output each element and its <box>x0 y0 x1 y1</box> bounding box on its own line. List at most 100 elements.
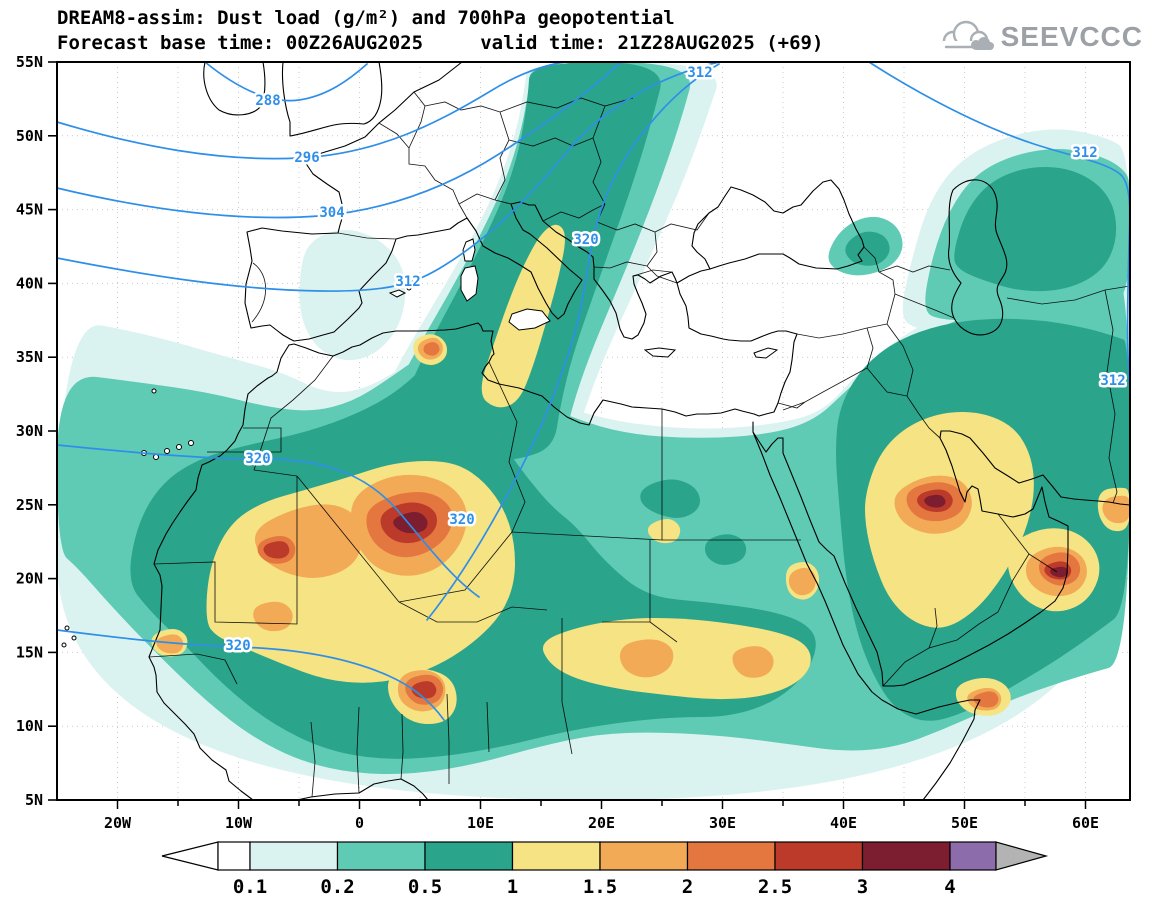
dust-contour-region <box>705 534 747 565</box>
seevccc-cloud-logo-icon <box>942 20 994 53</box>
dust-contour-region <box>411 681 437 699</box>
country-borders <box>148 91 1131 798</box>
geopotential-contours <box>204 61 368 102</box>
geopotential-label: 312 <box>687 65 712 81</box>
dust-contour-region <box>954 167 1117 292</box>
colorbar-label: 2 <box>682 876 693 898</box>
lat-tick-label: 20N <box>16 570 43 588</box>
coastlines <box>288 282 798 426</box>
geopotential-label: 312 <box>1072 145 1097 161</box>
lat-tick-label: 55N <box>16 53 43 71</box>
dust-contour-region <box>299 230 406 361</box>
coastlines <box>153 454 159 460</box>
dust-contour-region <box>732 646 774 678</box>
dust-contour-region <box>924 494 946 508</box>
colorbar-segment <box>686 841 776 871</box>
geopotential-label: 320 <box>245 451 270 467</box>
lon-tick-label: 10W <box>225 814 253 832</box>
coastlines <box>148 344 429 801</box>
dust-contour-region <box>788 567 816 596</box>
colorbar-label: 0.2 <box>320 876 354 898</box>
colorbar-over-cap <box>995 841 1049 871</box>
lon-tick-label: 30E <box>709 814 736 832</box>
colorbar-label: 4 <box>944 876 955 898</box>
coastlines <box>948 179 1008 336</box>
coastlines <box>64 625 70 631</box>
coastlines <box>752 421 1131 801</box>
geopotential-label: 320 <box>225 638 250 654</box>
colorbar-label: 3 <box>857 876 868 898</box>
seevccc-cloud-logo-icon <box>973 44 993 50</box>
coastlines <box>71 635 77 641</box>
lon-tick-label: 50E <box>951 814 978 832</box>
colorbar-segment <box>599 841 689 871</box>
forecast-map: 288 296 304 312 312 312 312 320 320 320 320 55N 50N… <box>16 53 1131 832</box>
geopotential-contours <box>56 61 622 219</box>
latitude-axis: 55N 50N 45N 40N 35N 30N 25N 20N 15N 10N 5N <box>16 53 57 809</box>
dust-contour-region <box>423 342 440 356</box>
coastlines <box>406 285 412 291</box>
country-borders <box>148 355 801 798</box>
colorbar-segment <box>861 841 951 871</box>
colorbar-segment <box>511 841 601 871</box>
geopotential-label: 288 <box>255 93 280 109</box>
chart-subtitle: Forecast base time: 00Z26AUG2025 valid t… <box>57 32 824 54</box>
dust-contour-region <box>263 541 290 559</box>
geopotential-contours <box>56 629 445 721</box>
coastlines <box>164 448 170 454</box>
colorbar-label: 0.5 <box>408 876 442 898</box>
geopotential-label: 296 <box>294 150 319 166</box>
colorbar-label: 1.5 <box>583 876 617 898</box>
colorbar-segment <box>249 841 339 871</box>
colorbar-segment <box>217 841 251 871</box>
geopotential-label: 304 <box>319 205 344 221</box>
dust-field <box>57 62 1130 801</box>
dust-contour-region <box>542 618 811 700</box>
coastlines <box>244 61 865 342</box>
geopotential-label: 312 <box>1100 373 1125 389</box>
lat-tick-label: 25N <box>16 496 43 514</box>
lon-tick-label: 40E <box>830 814 857 832</box>
geopotential-contours <box>56 444 480 598</box>
chart-title: DREAM8-assim: Dust load (g/m²) and 700hP… <box>57 7 675 29</box>
colorbar-segment <box>424 841 514 871</box>
lon-tick-label: 0 <box>355 814 364 832</box>
colorbar-under-cap <box>161 841 219 871</box>
coastlines <box>388 238 779 359</box>
lat-tick-label: 5N <box>25 791 43 809</box>
colorbar-label: 1 <box>507 876 518 898</box>
longitude-axis: 20W 10W 0 10E 20E 30E 40E 50E 60E <box>104 800 1099 832</box>
lat-tick-label: 35N <box>16 348 43 366</box>
lon-tick-label: 20W <box>104 814 132 832</box>
colorbar-label: 2.5 <box>758 876 792 898</box>
lon-tick-label: 60E <box>1072 814 1099 832</box>
lon-tick-label: 10E <box>467 814 494 832</box>
seevccc-logo: SEEVCCC <box>939 18 1143 56</box>
colorbar-label: 0.1 <box>233 876 267 898</box>
colorbar-over-segment <box>949 841 997 871</box>
geopotential-contours <box>868 61 1131 395</box>
logo-text: SEEVCCC <box>1000 21 1143 52</box>
lat-tick-label: 40N <box>16 274 43 292</box>
lat-tick-label: 15N <box>16 643 43 661</box>
dust-contour-region <box>156 634 184 654</box>
lat-tick-label: 10N <box>16 717 43 735</box>
lat-tick-label: 30N <box>16 422 43 440</box>
geopotential-label: 320 <box>449 512 474 528</box>
dust-contour-region <box>647 519 681 544</box>
lon-tick-label: 20E <box>588 814 615 832</box>
colorbar: 0.1 0.2 0.5 1 1.5 2 2.5 3 4 <box>161 841 1049 898</box>
colorbar-segment <box>336 841 426 871</box>
dust-contour-region <box>1050 566 1068 578</box>
geopotential-contours <box>56 61 720 292</box>
geopotential-label: 312 <box>395 274 420 290</box>
coastlines <box>61 642 67 648</box>
coastlines <box>176 444 182 450</box>
lat-tick-label: 50N <box>16 127 43 145</box>
dust-contour-region <box>619 639 674 678</box>
forecast-map: 288 296 304 312 312 312 312 320 320 320 320 55N 50N… <box>16 53 1131 832</box>
geopotential-contours <box>426 63 720 621</box>
coastlines <box>188 440 194 446</box>
geopotential-contour-labels: 288 296 304 312 312 312 312 320 320 320 320 <box>223 63 1128 657</box>
